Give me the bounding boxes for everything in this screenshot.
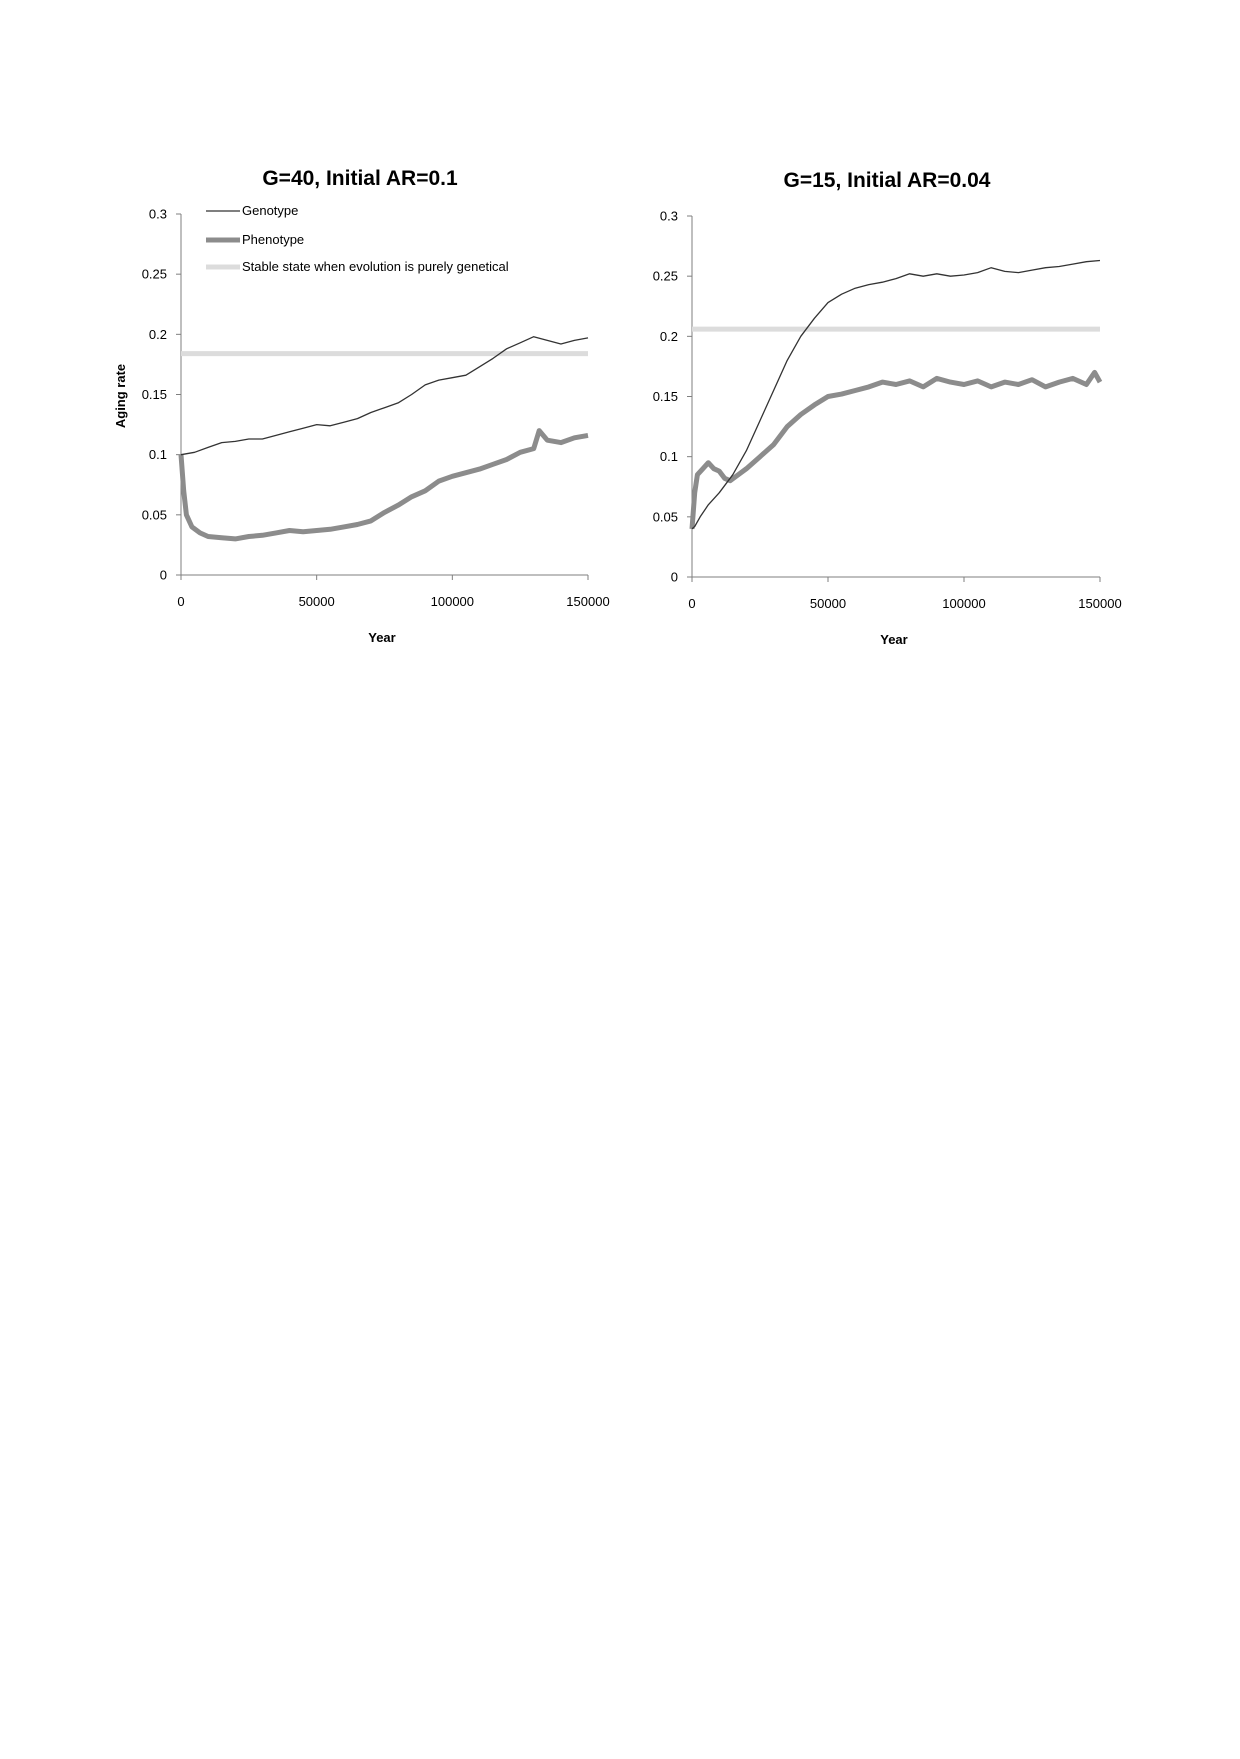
x-tick-label: 100000	[942, 596, 985, 611]
y-tick-label: 0.25	[142, 267, 167, 282]
chart-title: G=15, Initial AR=0.04	[784, 169, 991, 192]
chart-title: G=40, Initial AR=0.1	[262, 167, 458, 190]
series-layer	[178, 336, 589, 542]
x-tick-label: 0	[688, 596, 695, 611]
y-tick-label: 0.2	[660, 329, 678, 344]
chart-left: G=40, Initial AR=0.1 Aging rate Year 0 0.…	[113, 167, 610, 645]
y-tick-label: 0.2	[149, 327, 167, 342]
y-tick-label: 0.25	[653, 269, 678, 284]
x-axis-label: Year	[368, 630, 395, 645]
y-tick-label: 0.05	[142, 507, 167, 522]
series-line-genotype	[180, 336, 589, 456]
y-tick-label: 0	[160, 568, 167, 583]
legend-label-genotype: Genotype	[242, 203, 298, 218]
x-tick-label: 150000	[566, 594, 609, 609]
axes: 0 0.05 0.1 0.15 0.2 0.25 0.3 0 50000 100000 150000	[142, 207, 610, 610]
series-line-phenotype	[689, 369, 1103, 530]
x-tick-label: 50000	[299, 594, 335, 609]
x-tick-label: 0	[177, 594, 184, 609]
y-tick-label: 0.3	[660, 209, 678, 224]
x-tick-label: 150000	[1078, 596, 1121, 611]
y-axis-label: Aging rate	[113, 364, 128, 428]
y-tick-label: 0.1	[660, 449, 678, 464]
legend-label-stable-state: Stable state when evolution is purely ge…	[242, 259, 509, 274]
x-tick-label: 100000	[431, 594, 474, 609]
y-tick-label: 0.1	[149, 447, 167, 462]
x-axis-label: Year	[880, 632, 907, 647]
y-tick-label: 0.15	[142, 387, 167, 402]
legend: Genotype Phenotype Stable state when evo…	[206, 203, 509, 274]
chart-right: G=15, Initial AR=0.04 Year 00.050.10.150…	[653, 169, 1122, 647]
x-tick-label: 50000	[810, 596, 846, 611]
legend-label-phenotype: Phenotype	[242, 232, 304, 247]
y-tick-label: 0.05	[653, 509, 678, 524]
axes: 0 0.05 0.1 0.15 0.2 0.25 0.3 0 50000 100000 150000	[653, 209, 1122, 612]
y-tick-label: 0.3	[149, 207, 167, 222]
series-layer	[689, 259, 1103, 530]
series-line-phenotype	[178, 428, 589, 542]
series-line-genotype	[691, 259, 1101, 530]
y-tick-label: 0.15	[653, 389, 678, 404]
y-tick-label: 0	[671, 570, 678, 585]
